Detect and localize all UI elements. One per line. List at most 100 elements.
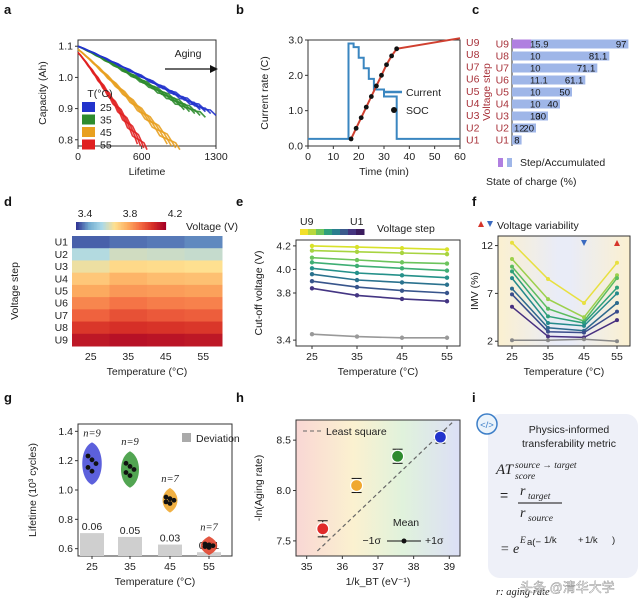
- bar-label-step: 10: [530, 100, 541, 111]
- legend-label-a: 35: [100, 115, 112, 127]
- panel-label-i: i: [472, 390, 476, 405]
- colorbar-step: [106, 222, 108, 230]
- colorbar-step: [133, 222, 135, 230]
- eq2: = e: [500, 542, 519, 557]
- xtick-label-g: 55: [203, 561, 215, 573]
- soc-point: [379, 72, 384, 78]
- panel-label-g: g: [4, 390, 12, 405]
- legend-label-h: Least square: [326, 426, 387, 438]
- series-point-e: [354, 249, 360, 254]
- legend-colorbar-e: [308, 229, 317, 235]
- y-axis-label-b: Current rate (C): [259, 56, 271, 130]
- legend-label-e: Voltage step: [377, 223, 435, 235]
- legend-label-a: 45: [100, 127, 112, 139]
- bar-label-acc: 50: [559, 88, 570, 99]
- soc-point: [353, 125, 359, 131]
- bar-accumulated: [512, 135, 522, 145]
- colorbar-step: [79, 222, 81, 230]
- colorbar-step: [115, 222, 117, 230]
- series-line-a-35: [77, 45, 206, 118]
- category-label-c: U4: [496, 99, 510, 111]
- x-axis-label-d: Temperature (°C): [107, 366, 188, 378]
- ytick-label-b: 1.0: [288, 105, 303, 117]
- series-point-e: [444, 275, 450, 280]
- x-axis-label-c: State of charge (%): [486, 176, 576, 188]
- xtick-label-a: 1300: [204, 151, 228, 163]
- series-point-e: [354, 244, 360, 250]
- violin-point: [89, 468, 95, 474]
- series-line-e-U5: [311, 267, 448, 279]
- violin-point: [167, 501, 173, 506]
- legend-label-c: Step/Accumulated: [520, 157, 605, 169]
- right-label-b: U1: [466, 135, 480, 147]
- mean-legend-point: [401, 538, 407, 544]
- legend-swatch-acc: [507, 158, 512, 167]
- bar-label-acc: 20: [523, 124, 534, 135]
- legend-swatch-a: [82, 139, 95, 150]
- soc-point: [374, 83, 379, 89]
- heatmap-cell: [147, 333, 185, 347]
- violin-point: [163, 499, 169, 505]
- violin-point: [93, 461, 99, 466]
- right-label-b: U8: [466, 49, 480, 61]
- violin-point: [206, 545, 212, 550]
- series-point-f: [615, 300, 619, 305]
- row-label-d: U8: [55, 322, 69, 334]
- series-line-e-U8: [311, 249, 448, 255]
- series-line-a-45: [77, 48, 181, 151]
- heatmap-cell: [72, 333, 110, 347]
- series-point-f: [546, 338, 550, 343]
- series-point-e: [399, 273, 405, 278]
- violin-point: [123, 460, 129, 466]
- bar-label-acc: 71.1: [577, 64, 596, 75]
- legend-colorbar-e: [356, 229, 365, 235]
- heatmap-cell: [109, 284, 148, 298]
- deviation-bar: [80, 533, 104, 556]
- mean-legend-left: −1σ: [363, 535, 382, 547]
- series-point-e: [354, 293, 360, 298]
- title-line2: transferability metric: [522, 438, 616, 450]
- violin-35: [121, 451, 139, 488]
- xtick-label-g: 25: [86, 561, 98, 573]
- panel-label-c: c: [472, 2, 479, 17]
- category-label-c: U3: [496, 111, 510, 123]
- bar-accumulated: [512, 123, 536, 133]
- ytick-label-a: 1.1: [58, 41, 73, 53]
- legend-label-current: Current: [406, 87, 441, 99]
- category-label-c: U1: [496, 135, 510, 147]
- xtick-label-f: 35: [542, 351, 554, 363]
- series-point-e: [444, 282, 450, 287]
- xtick-label-b: 40: [403, 151, 415, 163]
- series-point-e: [309, 248, 315, 253]
- y-axis-label-g: Lifetime (10³ cycles): [27, 443, 39, 537]
- panel-label-a: a: [4, 2, 12, 17]
- series-point-f: [510, 256, 514, 261]
- bar-accumulated: [512, 39, 629, 49]
- ytick-label-g: 1.4: [58, 426, 73, 438]
- heatmap-cell: [147, 272, 185, 286]
- scatter-point: [433, 430, 447, 444]
- legend-title-a: T(°C): [87, 88, 112, 100]
- y-axis-label-h: -ln(Aging rate): [253, 455, 265, 522]
- series-point-e: [444, 261, 450, 266]
- colorbar-step: [82, 222, 84, 230]
- deviation-label: 0.06: [82, 521, 103, 533]
- metric-sup: source → target: [515, 461, 577, 471]
- legend-label-f: Voltage variability: [497, 220, 579, 232]
- series-line-e-U6: [311, 261, 448, 272]
- x-axis-label-a: Lifetime: [129, 166, 166, 178]
- series-point-e: [309, 260, 315, 265]
- colorbar-step: [91, 222, 93, 230]
- violin-point: [171, 497, 177, 503]
- heatmap-cell: [72, 272, 110, 286]
- soc-point: [358, 115, 364, 121]
- violin-point: [85, 453, 91, 459]
- xtick-label-a: 0: [75, 151, 81, 163]
- violin-point: [167, 496, 173, 502]
- colorbar-step: [140, 222, 143, 230]
- legend-from-e: U9: [300, 216, 314, 228]
- bar-label-step: 10: [530, 112, 541, 123]
- ytick-label-b: 3.0: [288, 35, 303, 47]
- colorbar-step: [155, 222, 158, 230]
